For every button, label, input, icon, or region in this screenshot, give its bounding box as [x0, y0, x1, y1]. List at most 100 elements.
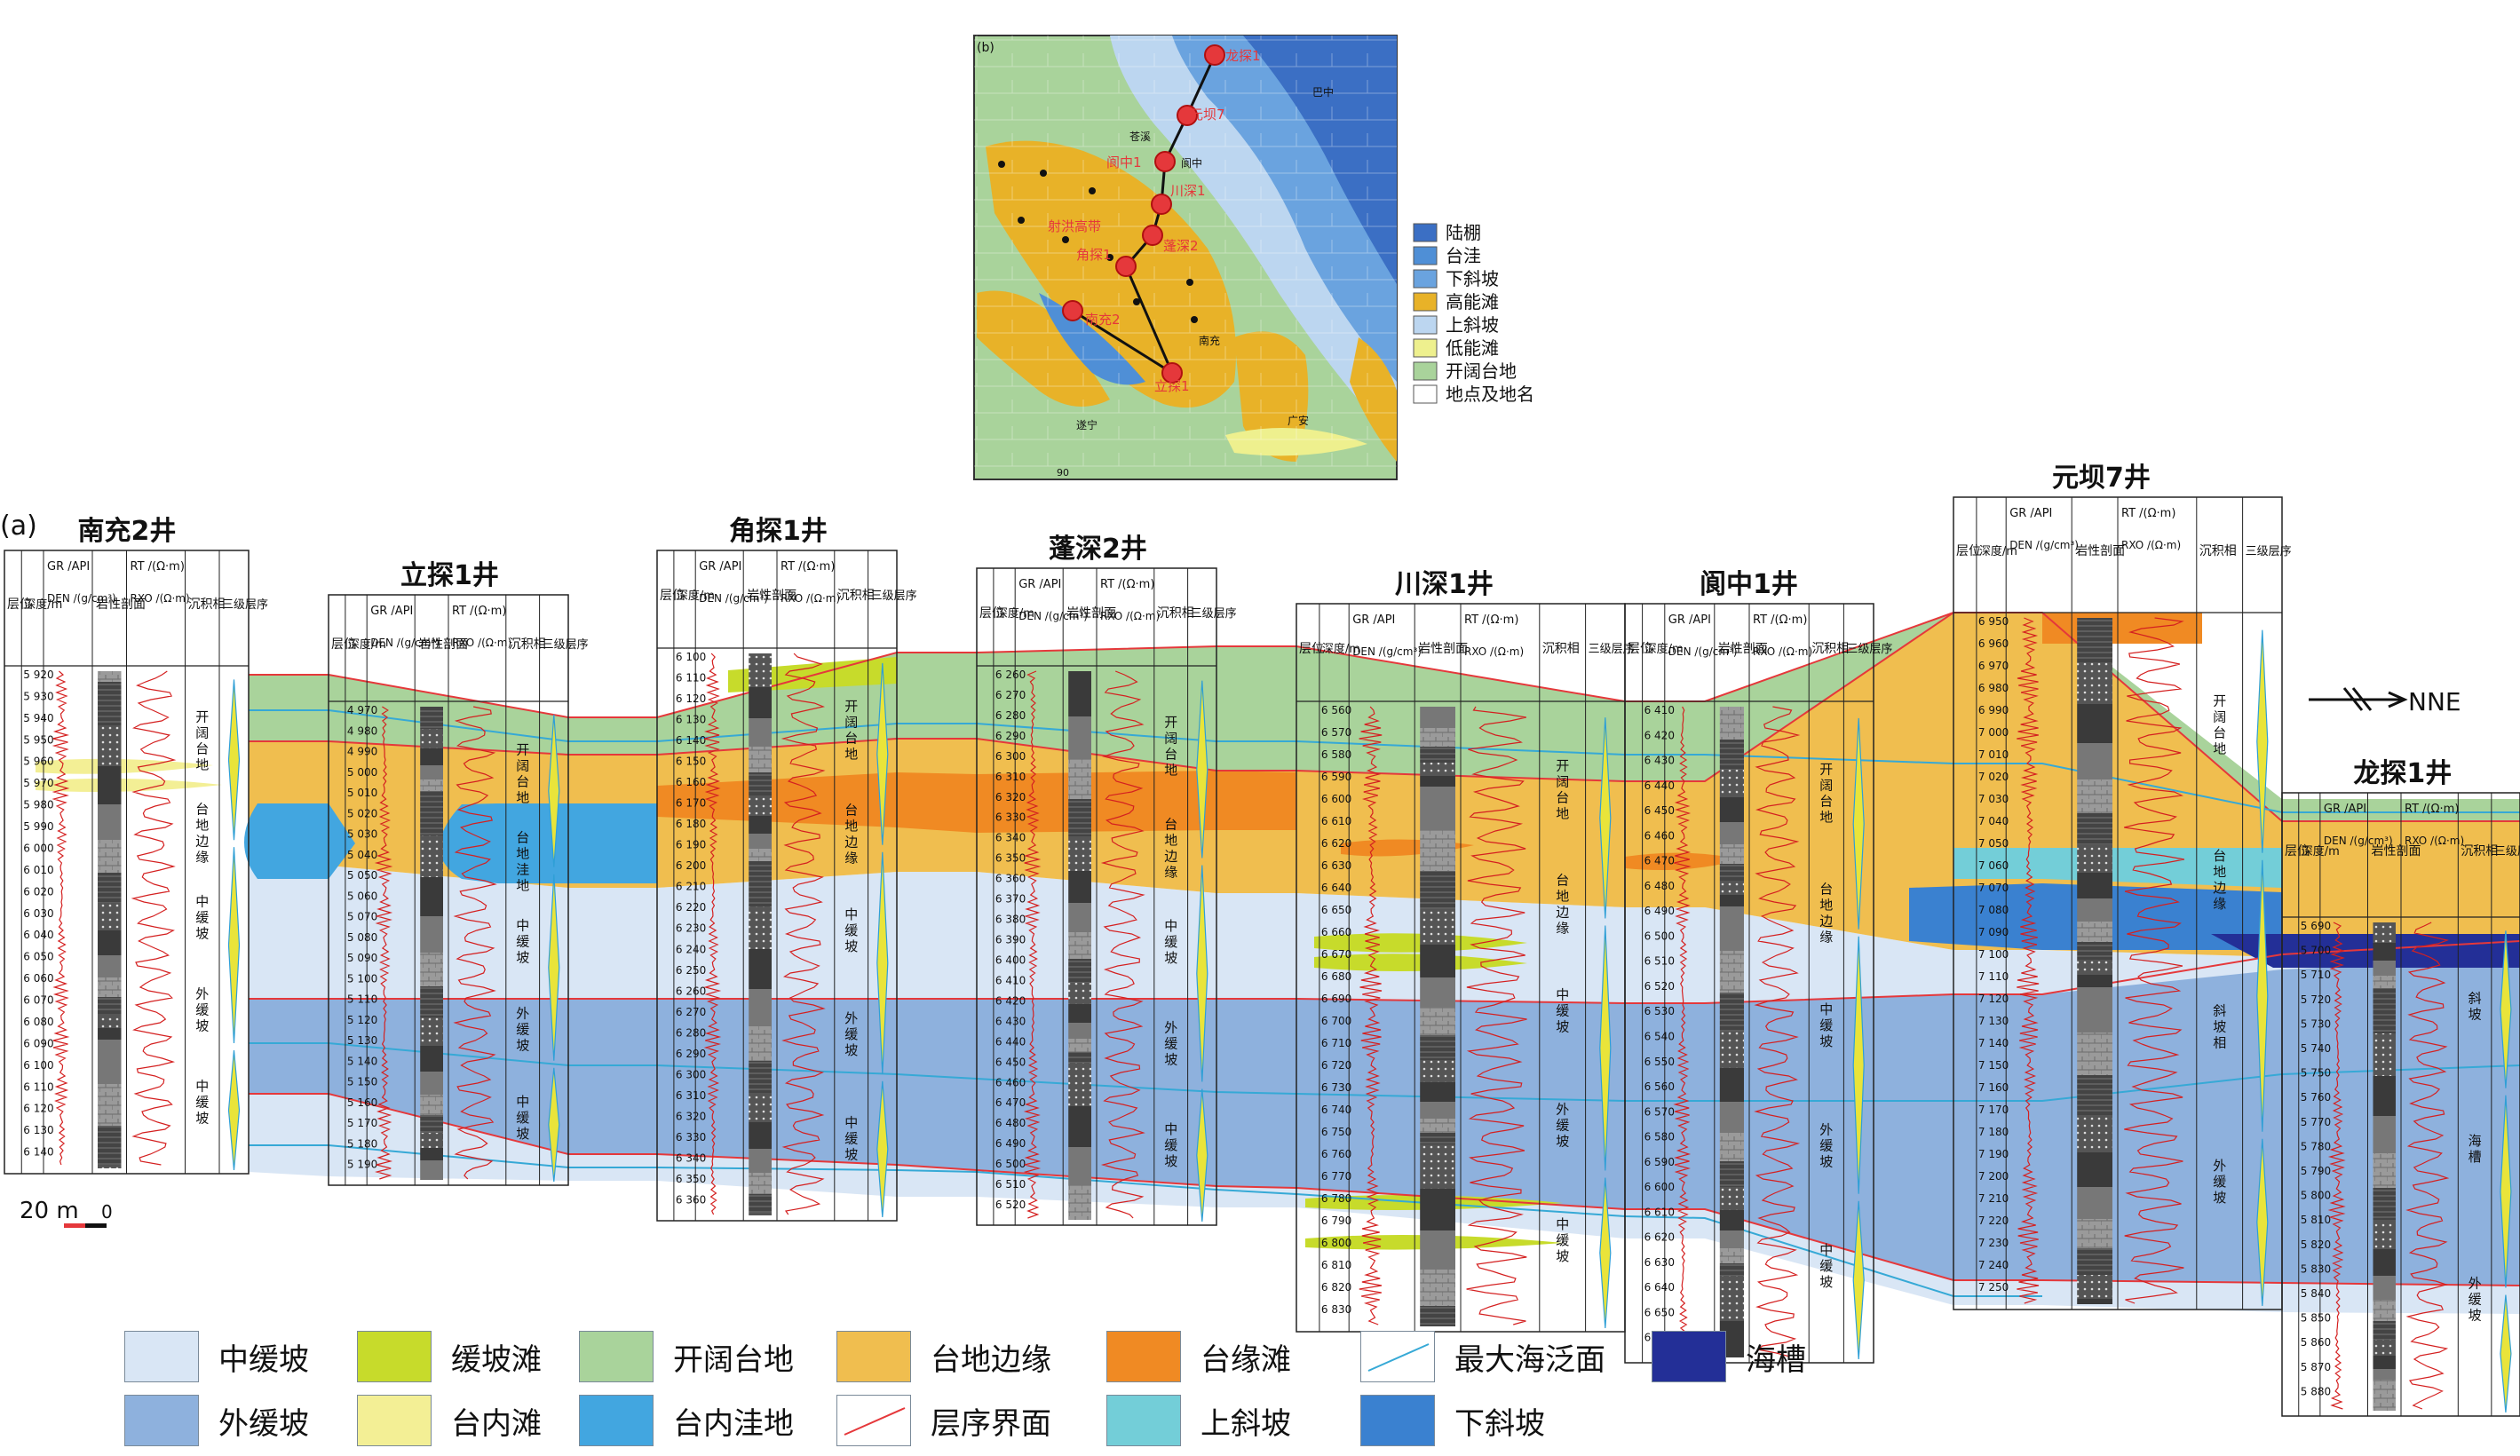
depth-label: 7 210 [1978, 1192, 2009, 1205]
sequence-cycle [876, 851, 889, 1074]
depth-label: 6 130 [23, 1124, 53, 1136]
well-title: 蓬深2井 [1049, 534, 1147, 565]
depth-label: 6 220 [676, 901, 706, 914]
legend-label: 下斜坡 [1454, 1405, 1545, 1442]
depth-label: 6 340 [676, 1151, 706, 1164]
depth-label: 6 740 [1321, 1104, 1351, 1116]
col-header-lith: 岩性剖面 [96, 597, 146, 612]
depth-label: 5 140 [347, 1055, 377, 1067]
lith-segment [2077, 1115, 2112, 1152]
col-header-depth: 深度/m [2302, 844, 2340, 859]
lith-segment [420, 1160, 443, 1180]
col-header-rxo: RXO /(Ω·m) [1100, 610, 1160, 622]
lith-segment [420, 1046, 443, 1072]
depth-label: 7 100 [1978, 948, 2009, 961]
sequence-cycle [1852, 936, 1865, 1194]
facies-label: 外缓坡 [844, 1010, 858, 1058]
map-legend-label: 地点及地名 [1446, 384, 1534, 405]
lith-segment [749, 795, 772, 816]
lith-segment [2077, 898, 2112, 922]
col-header-lith: 岩性剖面 [2075, 544, 2125, 558]
map-legend-swatch [1413, 292, 1438, 312]
sequence-cycle [2500, 930, 2512, 1088]
lith-segment [1420, 1270, 1455, 1306]
facies-label: 开阔台地 [1164, 715, 1177, 779]
col-header-depth: 深度/m [677, 589, 715, 603]
legend-label: 中缓坡 [218, 1341, 309, 1378]
well-title: 元坝7井 [2052, 463, 2151, 494]
lith-segment [749, 718, 772, 747]
depth-label: 7 150 [1978, 1059, 2009, 1072]
well-title: 川深1井 [1395, 569, 1494, 600]
legend-swatch [579, 1331, 654, 1382]
rt-curve [1466, 706, 1527, 1325]
lith-segment [1420, 1008, 1455, 1035]
depth-label: 5 770 [2301, 1116, 2331, 1128]
depth-label: 6 250 [676, 964, 706, 977]
col-header-facies: 沉积相 [837, 589, 875, 603]
sequence-cycle [2256, 629, 2269, 853]
depth-label: 6 180 [676, 818, 706, 830]
col-header-seq: 三级层序 [1589, 643, 1635, 656]
depth-label: 6 440 [995, 1035, 1026, 1048]
depth-label: 7 040 [1978, 815, 2009, 827]
lith-segment [1719, 864, 1744, 881]
col-header-rt: RT /(Ω·m) [1464, 613, 1518, 627]
lith-segment [1420, 909, 1455, 945]
legend-swatch [124, 1331, 199, 1382]
depth-label: 6 660 [1321, 926, 1351, 938]
rt-curve [1754, 706, 1801, 1357]
lith-segment [1719, 1248, 1744, 1263]
depth-label: 6 240 [676, 943, 706, 955]
depth-label: 5 160 [347, 1096, 377, 1109]
col-header-layer: 层位 [660, 589, 685, 603]
rt-curve [781, 653, 826, 1215]
col-header-facies: 沉积相 [1157, 606, 1194, 621]
map-label-cangxi: 苍溪 [1129, 131, 1151, 143]
depth-label: 7 140 [1978, 1037, 2009, 1049]
col-header-seq: 三级层序 [1191, 607, 1237, 621]
depth-label: 6 140 [23, 1146, 53, 1159]
lith-segment [1719, 740, 1744, 770]
lith-segment [1068, 799, 1091, 836]
lith-segment [1068, 1023, 1091, 1039]
sequence-cycle [1599, 717, 1612, 919]
depth-label: 5 980 [23, 799, 53, 811]
facies-label: 外缓坡 [2468, 1275, 2482, 1323]
band-outer-ramp [249, 941, 2520, 1286]
lith-segment [1719, 1133, 1744, 1161]
col-header-rt: RT /(Ω·m) [131, 560, 185, 574]
lith-segment [2373, 1033, 2396, 1076]
depth-label: 6 830 [1321, 1303, 1351, 1316]
depth-label: 6 780 [1321, 1192, 1351, 1205]
depth-label: 5 930 [23, 690, 53, 702]
depth-label: 6 310 [676, 1089, 706, 1102]
col-header-lith: 岩性剖面 [1418, 642, 1468, 656]
lith-segment [1719, 1032, 1744, 1068]
depth-label: 6 470 [995, 1096, 1026, 1109]
depth-label: 6 540 [1644, 1031, 1675, 1043]
depth-label: 7 010 [1978, 748, 2009, 761]
map-label-yuanba: 元坝7 [1190, 107, 1225, 123]
lith-segment [749, 834, 772, 849]
direction-label: NNE [2408, 687, 2461, 716]
depth-label: 7 060 [1978, 859, 2009, 872]
facies-label: 中缓坡 [195, 893, 209, 941]
map-legend-swatch [1413, 384, 1438, 404]
depth-label: 5 740 [2301, 1042, 2331, 1055]
col-header-seq: 三级层序 [1846, 643, 1892, 656]
lith-segment [1420, 763, 1455, 776]
depth-label: 7 000 [1978, 726, 2009, 739]
depth-label: 6 450 [1644, 804, 1675, 817]
depth-label: 5 060 [347, 890, 377, 902]
lith-segment [98, 1165, 122, 1168]
map-label-chuanshen: 川深1 [1170, 183, 1206, 199]
well-title: 角探1井 [729, 516, 828, 547]
sequence-cycle [1852, 1200, 1865, 1360]
lith-segment [749, 949, 772, 989]
